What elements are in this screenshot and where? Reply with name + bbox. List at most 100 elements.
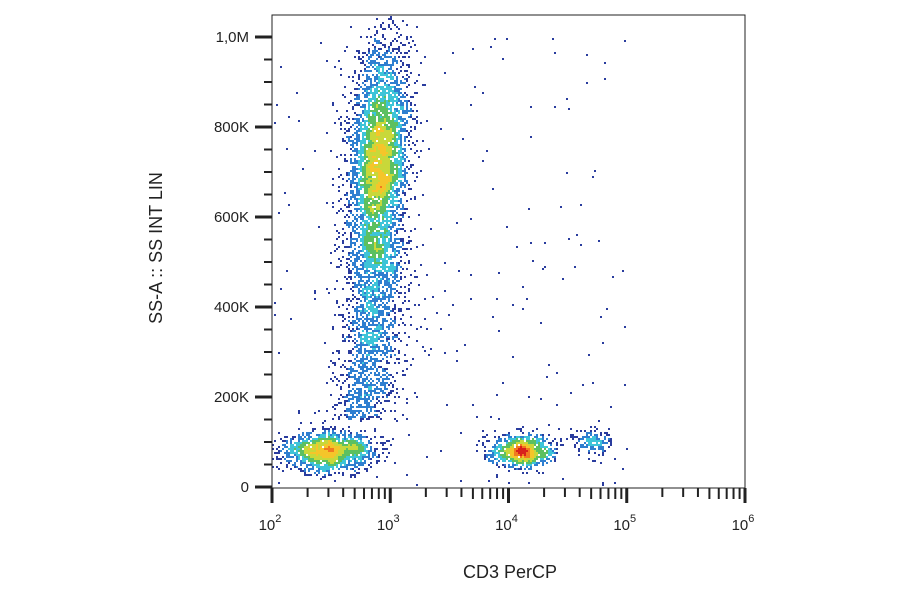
density-cell [384, 72, 386, 74]
density-cell [390, 284, 392, 286]
density-cell [402, 414, 404, 416]
density-cell [376, 370, 378, 372]
density-cell [560, 440, 562, 442]
density-cell [366, 320, 368, 322]
density-cell [392, 262, 394, 264]
density-cell [372, 220, 374, 222]
density-cell [600, 432, 602, 434]
density-cell [586, 434, 588, 436]
density-cell [390, 228, 392, 230]
density-cell [358, 94, 360, 96]
density-cell [402, 314, 404, 316]
density-cell [520, 440, 522, 442]
density-cell [524, 446, 526, 448]
density-cell [378, 360, 380, 362]
density-cell [290, 318, 292, 320]
density-cell [390, 288, 392, 290]
density-cell [366, 260, 368, 262]
density-cell [400, 120, 402, 122]
density-cell [388, 270, 390, 272]
density-cell [370, 152, 372, 154]
density-cell [404, 194, 406, 196]
density-cell [332, 206, 334, 208]
density-cell [396, 126, 398, 128]
density-cell [386, 378, 388, 380]
density-cell [396, 140, 398, 142]
density-cell [488, 460, 490, 462]
density-cell [344, 318, 346, 320]
density-cell [376, 274, 378, 276]
density-cell [394, 334, 396, 336]
density-cell [314, 454, 316, 456]
density-cell [380, 66, 382, 68]
density-cell [306, 440, 308, 442]
density-cell [382, 214, 384, 216]
density-cell [392, 438, 394, 440]
density-cell [344, 404, 346, 406]
density-cell [460, 480, 462, 482]
density-cell [390, 346, 392, 348]
density-cell [352, 348, 354, 350]
density-cell [374, 164, 376, 166]
density-cell [374, 262, 376, 264]
density-cell [348, 394, 350, 396]
density-cell [592, 448, 594, 450]
density-cell [394, 72, 396, 74]
density-cell [604, 62, 606, 64]
density-cell [288, 454, 290, 456]
density-cell [332, 326, 334, 328]
density-cell [348, 408, 350, 410]
density-cell [366, 186, 368, 188]
density-cell [374, 114, 376, 116]
density-cell [376, 352, 378, 354]
density-cell [388, 92, 390, 94]
density-cell [334, 362, 336, 364]
density-cell [356, 154, 358, 156]
density-cell [362, 360, 364, 362]
density-cell [542, 446, 544, 448]
density-cell [588, 440, 590, 442]
density-cell [396, 138, 398, 140]
density-cell [370, 136, 372, 138]
density-cell [346, 298, 348, 300]
density-cell [550, 442, 552, 444]
density-cell [360, 440, 362, 442]
density-cell [348, 268, 350, 270]
density-cell [388, 178, 390, 180]
density-cell [538, 438, 540, 440]
density-cell [382, 222, 384, 224]
density-cell [500, 444, 502, 446]
density-cell [290, 452, 292, 454]
density-cell [302, 458, 304, 460]
density-cell [350, 300, 352, 302]
density-cell [382, 234, 384, 236]
density-cell [344, 450, 346, 452]
density-cell [326, 446, 328, 448]
density-cell [360, 210, 362, 212]
density-cell [364, 64, 366, 66]
density-cell [386, 228, 388, 230]
density-cell [376, 102, 378, 104]
density-cell [522, 472, 524, 474]
density-cell [356, 202, 358, 204]
density-cell [364, 322, 366, 324]
density-cell [370, 154, 372, 156]
density-cell [356, 354, 358, 356]
density-cell [326, 462, 328, 464]
density-cell [332, 432, 334, 434]
density-cell [368, 360, 370, 362]
density-cell [424, 56, 426, 58]
density-cell [360, 162, 362, 164]
density-cell [400, 278, 402, 280]
density-cell [382, 220, 384, 222]
density-cell [378, 270, 380, 272]
density-cell [342, 440, 344, 442]
density-cell [402, 164, 404, 166]
density-cell [410, 46, 412, 48]
density-cell [360, 188, 362, 190]
density-cell [586, 446, 588, 448]
density-cell [374, 298, 376, 300]
density-cell [374, 96, 376, 98]
density-cell [378, 392, 380, 394]
